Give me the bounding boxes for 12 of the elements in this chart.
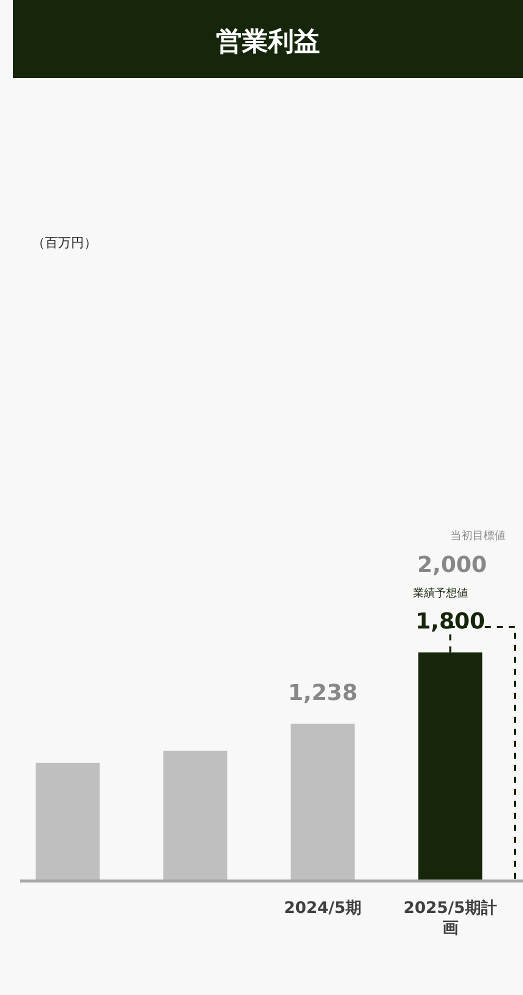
- text: （百万円）: [32, 236, 97, 251]
- text: 業績予想値: [412, 586, 468, 600]
- x-tick-label: 2024/5期: [284, 898, 362, 917]
- data-label: 1,800: [415, 609, 486, 634]
- bar: [36, 762, 100, 881]
- x-tick-label: 2025/5期計画: [403, 898, 498, 937]
- bar: [163, 750, 228, 881]
- text: 当初目標値: [450, 529, 506, 542]
- data-label: 1,238: [288, 680, 358, 706]
- ref-line-label: 2,000: [417, 553, 487, 578]
- chart-title: 営業利益: [216, 27, 320, 57]
- bar: [290, 724, 355, 881]
